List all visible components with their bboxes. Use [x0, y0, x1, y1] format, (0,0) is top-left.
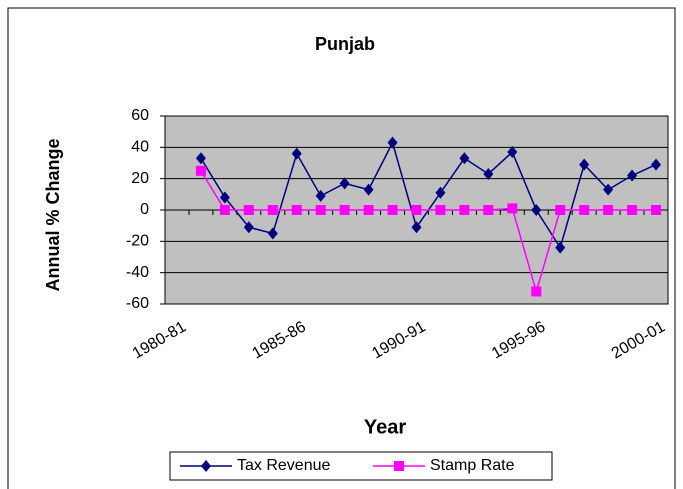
- data-point: [291, 205, 302, 215]
- x-tick-label: 1985-86: [249, 318, 308, 362]
- chart-title: Punjab: [315, 34, 375, 54]
- data-point: [195, 165, 206, 176]
- data-point: [603, 205, 614, 215]
- legend-label: Tax Revenue: [237, 457, 330, 474]
- chart-border: [7, 7, 676, 489]
- data-point: [459, 205, 470, 215]
- data-point: [555, 205, 566, 215]
- data-point: [579, 205, 590, 215]
- data-point: [651, 158, 662, 171]
- y-tick-label: 0: [140, 201, 149, 218]
- y-tick-label: 40: [131, 139, 149, 156]
- legend-marker: [394, 461, 404, 471]
- y-tick-label: -60: [126, 295, 149, 312]
- data-point: [339, 205, 350, 215]
- data-point: [507, 203, 518, 214]
- data-point: [219, 191, 230, 204]
- data-point: [627, 205, 638, 215]
- data-point: [363, 183, 374, 196]
- data-point: [267, 227, 278, 240]
- data-point: [291, 147, 302, 160]
- data-point: [363, 205, 374, 215]
- y-tick-label: -40: [126, 264, 149, 281]
- data-point: [483, 205, 494, 215]
- data-point: [459, 152, 470, 165]
- data-point: [195, 152, 206, 165]
- data-point: [339, 177, 350, 190]
- data-point: [387, 205, 398, 215]
- data-point: [435, 205, 446, 215]
- data-point: [483, 167, 494, 180]
- x-tick-label: 1995-96: [489, 318, 548, 362]
- data-point: [243, 221, 254, 234]
- x-tick-label: 1980-81: [130, 318, 189, 362]
- data-point: [531, 204, 542, 216]
- y-tick-label: 60: [131, 107, 149, 124]
- data-point: [387, 136, 398, 149]
- y-tick-label: -20: [126, 233, 149, 250]
- legend-label: Stamp Rate: [430, 457, 515, 474]
- data-point: [411, 221, 422, 234]
- data-point: [411, 205, 422, 215]
- y-tick-label: 20: [131, 170, 149, 187]
- y-axis-title: Annual % Change: [43, 138, 63, 291]
- data-point: [579, 158, 590, 171]
- x-tick-label: 1990-91: [369, 318, 428, 362]
- data-point: [315, 189, 326, 202]
- data-point: [267, 205, 278, 215]
- legend-marker: [201, 460, 211, 472]
- data-point: [435, 186, 446, 199]
- x-tick-label: 2000-01: [609, 318, 668, 362]
- data-point: [531, 286, 542, 297]
- data-point: [555, 241, 566, 254]
- data-point: [315, 205, 326, 215]
- data-point: [243, 205, 254, 215]
- legend: [169, 451, 553, 481]
- x-axis-title: Year: [364, 416, 406, 438]
- data-point: [651, 205, 662, 215]
- data-point: [507, 146, 518, 159]
- data-point: [603, 183, 614, 196]
- data-point: [627, 169, 638, 182]
- data-point: [219, 205, 230, 215]
